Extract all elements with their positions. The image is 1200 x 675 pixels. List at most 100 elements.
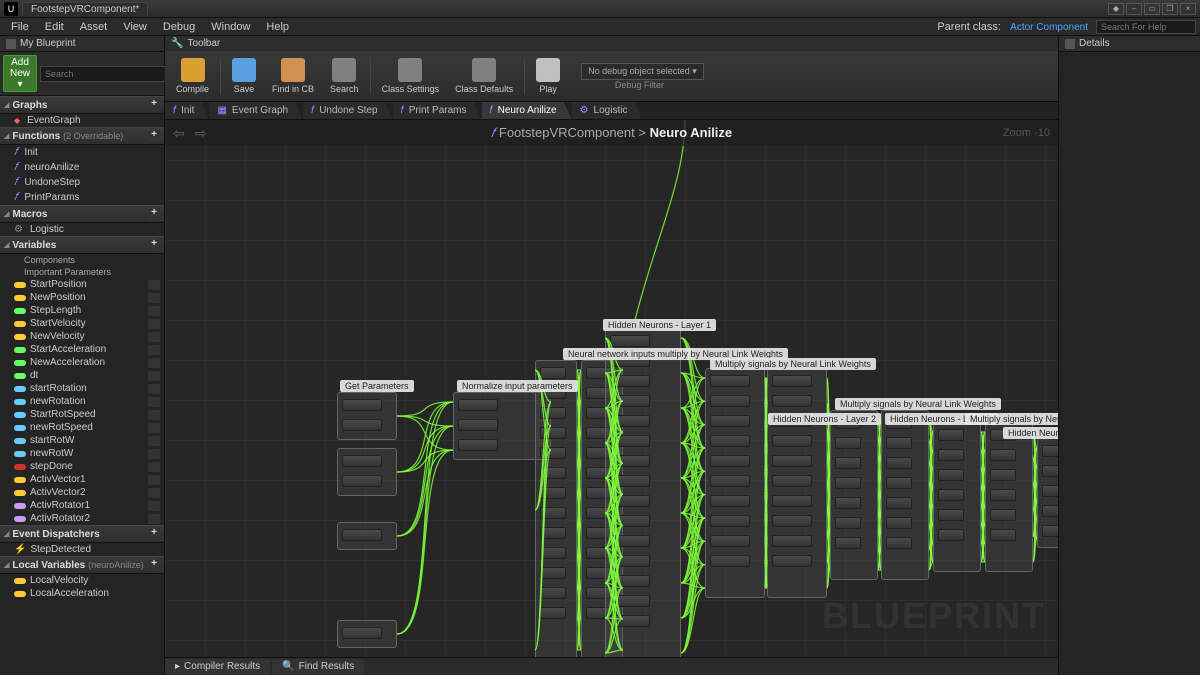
graph-node[interactable] (772, 515, 812, 527)
tree-item[interactable]: EventGraph (0, 114, 164, 127)
local-variable-item[interactable]: LocalVelocity (0, 574, 164, 587)
graph-node[interactable] (938, 509, 964, 521)
add-new-button[interactable]: Add New ▾ (3, 55, 37, 92)
details-tab[interactable]: Details (1059, 36, 1200, 52)
graph-tab-print-params[interactable]: 𝑓Print Params (393, 102, 482, 119)
graph-node[interactable] (540, 587, 566, 599)
graph-node[interactable] (1042, 485, 1058, 497)
visibility-icon[interactable] (148, 371, 160, 381)
visibility-icon[interactable] (148, 384, 160, 394)
graph-node[interactable] (540, 427, 566, 439)
variable-item[interactable]: StartRotSpeed (0, 408, 164, 421)
graph-node[interactable] (540, 507, 566, 519)
graph-node[interactable] (835, 537, 861, 549)
graph-node[interactable] (772, 555, 812, 567)
visibility-icon[interactable] (148, 462, 160, 472)
graph-node[interactable] (1042, 465, 1058, 477)
node-group[interactable] (535, 360, 577, 657)
menu-window[interactable]: Window (204, 20, 257, 34)
menu-file[interactable]: File (4, 20, 36, 34)
toolbar-class-settings-button[interactable]: Class Settings (375, 55, 447, 97)
menu-help[interactable]: Help (259, 20, 296, 34)
graph-node[interactable] (342, 475, 382, 487)
node-group[interactable] (337, 522, 397, 550)
menu-debug[interactable]: Debug (156, 20, 202, 34)
variable-item[interactable]: startRotation (0, 382, 164, 395)
variable-item[interactable]: newRotSpeed (0, 421, 164, 434)
graph-node[interactable] (990, 489, 1016, 501)
tree-item[interactable]: PrintParams (0, 190, 164, 205)
graph-node[interactable] (610, 615, 650, 627)
graph-node[interactable] (772, 435, 812, 447)
graph-node[interactable] (540, 567, 566, 579)
document-tab[interactable]: FootstepVRComponent* (22, 2, 148, 16)
graph-node[interactable] (610, 495, 650, 507)
add-localvar-button[interactable]: + (148, 559, 160, 571)
visibility-icon[interactable] (148, 397, 160, 407)
visibility-icon[interactable] (148, 280, 160, 290)
graph-node[interactable] (710, 435, 750, 447)
variable-item[interactable]: ActivVector2 (0, 486, 164, 499)
graph-node[interactable] (835, 477, 861, 489)
variable-item[interactable]: NewPosition (0, 291, 164, 304)
graph-node[interactable] (540, 447, 566, 459)
graph-node[interactable] (990, 529, 1016, 541)
section-graphs[interactable]: Graphs+ (0, 96, 164, 114)
graph-node[interactable] (610, 415, 650, 427)
notify-icon[interactable]: ◆ (1108, 3, 1124, 15)
find-results-tab[interactable]: 🔍 Find Results (272, 659, 364, 674)
graph-node[interactable] (710, 535, 750, 547)
menu-view[interactable]: View (116, 20, 154, 34)
restore-button[interactable]: ❐ (1162, 3, 1178, 15)
graph-node[interactable] (710, 415, 750, 427)
node-group[interactable] (337, 392, 397, 440)
graph-node[interactable] (540, 547, 566, 559)
graph-node[interactable] (540, 607, 566, 619)
graph-node[interactable] (886, 477, 912, 489)
graph-node[interactable] (835, 497, 861, 509)
tree-item[interactable]: Logistic (0, 223, 164, 236)
toolbar-tab[interactable]: 🔧 Toolbar (165, 36, 1058, 51)
graph-node[interactable] (458, 399, 498, 411)
visibility-icon[interactable] (148, 475, 160, 485)
toolbar-class-defaults-button[interactable]: Class Defaults (448, 55, 520, 97)
variable-item[interactable]: startRotW (0, 434, 164, 447)
variable-item[interactable]: ActivRotator1 (0, 499, 164, 512)
graph-node[interactable] (772, 495, 812, 507)
section-functions[interactable]: Functions(2 Overridable)+ (0, 127, 164, 145)
add-dispatcher-button[interactable]: + (148, 528, 160, 540)
visibility-icon[interactable] (148, 319, 160, 329)
graph-node[interactable] (342, 529, 382, 541)
graph-tab-neuro-anilize[interactable]: 𝑓Neuro Anilize (482, 102, 572, 119)
graph-node[interactable] (886, 457, 912, 469)
graph-node[interactable] (610, 395, 650, 407)
graph-node[interactable] (990, 449, 1016, 461)
graph-node[interactable] (342, 399, 382, 411)
add-variable-button[interactable]: + (148, 239, 160, 251)
graph-node[interactable] (540, 407, 566, 419)
graph-canvas[interactable]: ⇦ ⇨ 𝑓FootstepVRComponent > Neuro Anilize… (165, 120, 1058, 657)
help-search-input[interactable] (1096, 20, 1196, 34)
variable-item[interactable]: NewAcceleration (0, 356, 164, 369)
graph-node[interactable] (610, 375, 650, 387)
tree-item[interactable]: neuroAnilize (0, 160, 164, 175)
variable-item[interactable]: StartVelocity (0, 317, 164, 330)
graph-node[interactable] (540, 367, 566, 379)
var-group[interactable]: Components (0, 254, 164, 266)
debug-object-select[interactable]: No debug object selected ▾ (581, 63, 704, 80)
graph-node[interactable] (610, 555, 650, 567)
graph-node[interactable] (1042, 525, 1058, 537)
node-group[interactable] (830, 410, 878, 580)
visibility-icon[interactable] (148, 423, 160, 433)
graph-node[interactable] (835, 457, 861, 469)
graph-node[interactable] (886, 437, 912, 449)
graph-node[interactable] (835, 437, 861, 449)
graph-node[interactable] (772, 535, 812, 547)
visibility-icon[interactable] (148, 488, 160, 498)
graph-node[interactable] (938, 449, 964, 461)
graph-tab-init[interactable]: 𝑓Init (165, 102, 209, 119)
toolbar-search-button[interactable]: Search (323, 55, 366, 97)
graph-node[interactable] (710, 555, 750, 567)
graph-node[interactable] (835, 517, 861, 529)
graph-node[interactable] (458, 419, 498, 431)
